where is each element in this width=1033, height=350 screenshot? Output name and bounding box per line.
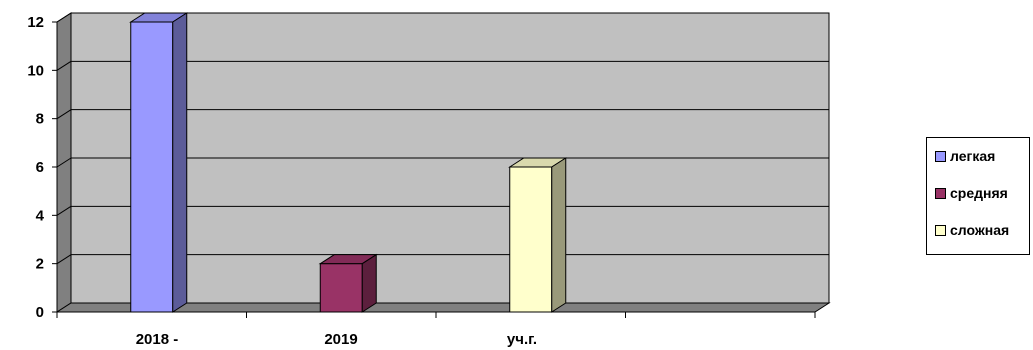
legend-swatch-3 bbox=[935, 224, 946, 236]
y-tick-label-4: 4 bbox=[36, 207, 45, 224]
gridline-diag-6 bbox=[56, 157, 72, 168]
bars bbox=[129, 12, 568, 313]
y-tick-label-6: 6 bbox=[36, 159, 44, 176]
category-label-1: 2018 - bbox=[136, 331, 179, 348]
category-label-2: 2019 bbox=[324, 331, 357, 348]
gridline-diag-8 bbox=[56, 109, 72, 120]
y-tick-label-8: 8 bbox=[36, 111, 44, 128]
legend: легкая средняя сложная bbox=[926, 137, 1030, 255]
legend-item-1: легкая bbox=[935, 148, 995, 164]
bar-side-3 bbox=[551, 157, 567, 313]
bar-side-1 bbox=[172, 12, 188, 313]
legend-item-3: сложная bbox=[935, 222, 1009, 238]
bar-front-2 bbox=[319, 263, 363, 313]
legend-item-2: средняя bbox=[935, 185, 1008, 201]
gridline-diag-10 bbox=[56, 60, 72, 71]
gridline-diag-12 bbox=[56, 12, 72, 23]
legend-swatch-1 bbox=[935, 150, 946, 162]
axes bbox=[52, 21, 816, 318]
legend-label-2: средняя bbox=[950, 185, 1008, 201]
legend-label-3: сложная bbox=[950, 222, 1010, 238]
category-label-3: уч.г. bbox=[507, 331, 537, 348]
legend-swatch-2 bbox=[935, 187, 946, 199]
gridline-diag-2 bbox=[56, 254, 72, 265]
axis-labels: 0 2 4 6 8 10 12 2018 - 2019 уч.г. bbox=[27, 14, 537, 348]
legend-label-1: легкая bbox=[950, 148, 996, 164]
y-tick-label-0: 0 bbox=[36, 304, 44, 321]
gridlines bbox=[56, 12, 829, 265]
y-tick-label-10: 10 bbox=[27, 62, 44, 79]
gridline-diag-4 bbox=[56, 205, 72, 216]
y-tick-label-2: 2 bbox=[36, 256, 44, 273]
bar-front-1 bbox=[130, 21, 174, 313]
bar-side-2 bbox=[361, 253, 377, 313]
bar-front-3 bbox=[509, 166, 553, 313]
y-tick-label-12: 12 bbox=[27, 14, 44, 31]
